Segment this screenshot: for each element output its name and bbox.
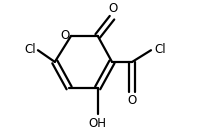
Text: Cl: Cl xyxy=(24,43,36,56)
Text: OH: OH xyxy=(89,117,107,130)
Text: O: O xyxy=(61,29,70,42)
Text: O: O xyxy=(128,94,137,107)
Text: O: O xyxy=(109,2,118,15)
Text: Cl: Cl xyxy=(154,43,166,56)
